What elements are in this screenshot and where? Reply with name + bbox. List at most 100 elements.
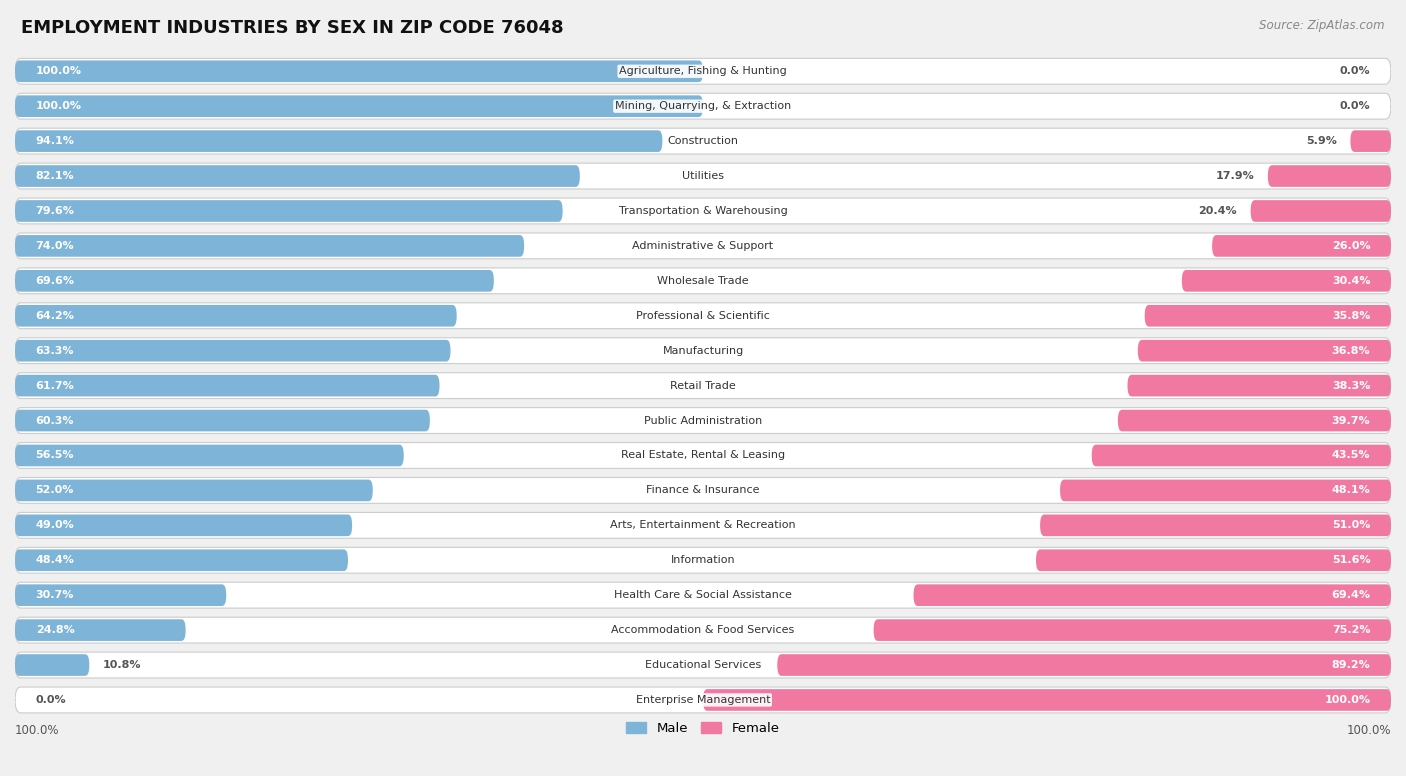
Text: 26.0%: 26.0% — [1331, 241, 1371, 251]
Text: 48.4%: 48.4% — [35, 556, 75, 565]
FancyBboxPatch shape — [15, 410, 430, 431]
FancyBboxPatch shape — [1060, 480, 1391, 501]
FancyBboxPatch shape — [1251, 200, 1391, 222]
FancyBboxPatch shape — [15, 654, 90, 676]
Text: 100.0%: 100.0% — [15, 725, 59, 737]
FancyBboxPatch shape — [15, 61, 703, 82]
FancyBboxPatch shape — [15, 617, 1391, 643]
FancyBboxPatch shape — [15, 619, 186, 641]
Text: 39.7%: 39.7% — [1331, 415, 1371, 425]
FancyBboxPatch shape — [914, 584, 1391, 606]
Text: 35.8%: 35.8% — [1331, 310, 1371, 320]
Text: Construction: Construction — [668, 136, 738, 146]
FancyBboxPatch shape — [15, 514, 352, 536]
Text: 38.3%: 38.3% — [1331, 380, 1371, 390]
FancyBboxPatch shape — [873, 619, 1391, 641]
FancyBboxPatch shape — [1182, 270, 1391, 292]
FancyBboxPatch shape — [15, 200, 562, 222]
Text: 100.0%: 100.0% — [1347, 725, 1391, 737]
Text: Professional & Scientific: Professional & Scientific — [636, 310, 770, 320]
Text: 10.8%: 10.8% — [103, 660, 142, 670]
Text: Arts, Entertainment & Recreation: Arts, Entertainment & Recreation — [610, 521, 796, 530]
Text: Source: ZipAtlas.com: Source: ZipAtlas.com — [1260, 19, 1385, 33]
FancyBboxPatch shape — [15, 445, 404, 466]
FancyBboxPatch shape — [15, 512, 1391, 539]
Text: 49.0%: 49.0% — [35, 521, 75, 530]
Text: 60.3%: 60.3% — [35, 415, 75, 425]
Text: 5.9%: 5.9% — [1306, 136, 1337, 146]
Text: Agriculture, Fishing & Hunting: Agriculture, Fishing & Hunting — [619, 66, 787, 76]
Text: 24.8%: 24.8% — [35, 625, 75, 635]
Text: Health Care & Social Assistance: Health Care & Social Assistance — [614, 591, 792, 600]
Text: Wholesale Trade: Wholesale Trade — [657, 275, 749, 286]
FancyBboxPatch shape — [15, 128, 1391, 154]
Text: 30.7%: 30.7% — [35, 591, 75, 600]
FancyBboxPatch shape — [1137, 340, 1391, 362]
Text: 51.6%: 51.6% — [1331, 556, 1371, 565]
Text: 100.0%: 100.0% — [35, 101, 82, 111]
FancyBboxPatch shape — [15, 375, 440, 397]
FancyBboxPatch shape — [778, 654, 1391, 676]
FancyBboxPatch shape — [15, 547, 1391, 573]
Text: 0.0%: 0.0% — [1340, 101, 1371, 111]
Text: 0.0%: 0.0% — [1340, 66, 1371, 76]
FancyBboxPatch shape — [15, 582, 1391, 608]
Legend: Male, Female: Male, Female — [621, 717, 785, 741]
Text: 64.2%: 64.2% — [35, 310, 75, 320]
Text: Enterprise Management: Enterprise Management — [636, 695, 770, 705]
FancyBboxPatch shape — [1118, 410, 1391, 431]
Text: Retail Trade: Retail Trade — [671, 380, 735, 390]
Text: Accommodation & Food Services: Accommodation & Food Services — [612, 625, 794, 635]
FancyBboxPatch shape — [15, 305, 457, 327]
Text: 51.0%: 51.0% — [1331, 521, 1371, 530]
Text: 69.6%: 69.6% — [35, 275, 75, 286]
FancyBboxPatch shape — [15, 687, 1391, 713]
FancyBboxPatch shape — [15, 477, 1391, 504]
Text: 82.1%: 82.1% — [35, 171, 75, 181]
FancyBboxPatch shape — [15, 163, 1391, 189]
FancyBboxPatch shape — [1212, 235, 1391, 257]
Text: 17.9%: 17.9% — [1215, 171, 1254, 181]
Text: 0.0%: 0.0% — [35, 695, 66, 705]
Text: Educational Services: Educational Services — [645, 660, 761, 670]
Text: 63.3%: 63.3% — [35, 345, 75, 355]
FancyBboxPatch shape — [15, 549, 349, 571]
Text: 48.1%: 48.1% — [1331, 486, 1371, 495]
FancyBboxPatch shape — [15, 165, 579, 187]
Text: 79.6%: 79.6% — [35, 206, 75, 216]
Text: 30.4%: 30.4% — [1331, 275, 1371, 286]
Text: 20.4%: 20.4% — [1198, 206, 1237, 216]
Text: Manufacturing: Manufacturing — [662, 345, 744, 355]
FancyBboxPatch shape — [15, 407, 1391, 434]
FancyBboxPatch shape — [703, 689, 1391, 711]
Text: Information: Information — [671, 556, 735, 565]
Text: Finance & Insurance: Finance & Insurance — [647, 486, 759, 495]
Text: Administrative & Support: Administrative & Support — [633, 241, 773, 251]
FancyBboxPatch shape — [15, 233, 1391, 259]
FancyBboxPatch shape — [15, 58, 1391, 84]
FancyBboxPatch shape — [15, 340, 450, 362]
Text: Transportation & Warehousing: Transportation & Warehousing — [619, 206, 787, 216]
Text: 75.2%: 75.2% — [1331, 625, 1371, 635]
Text: 100.0%: 100.0% — [35, 66, 82, 76]
Text: 52.0%: 52.0% — [35, 486, 75, 495]
FancyBboxPatch shape — [15, 198, 1391, 224]
Text: 56.5%: 56.5% — [35, 451, 75, 460]
FancyBboxPatch shape — [1144, 305, 1391, 327]
FancyBboxPatch shape — [1128, 375, 1391, 397]
FancyBboxPatch shape — [15, 372, 1391, 399]
FancyBboxPatch shape — [15, 93, 1391, 119]
Text: 69.4%: 69.4% — [1331, 591, 1371, 600]
FancyBboxPatch shape — [15, 442, 1391, 469]
Text: 36.8%: 36.8% — [1331, 345, 1371, 355]
Text: Public Administration: Public Administration — [644, 415, 762, 425]
FancyBboxPatch shape — [15, 130, 662, 152]
Text: 74.0%: 74.0% — [35, 241, 75, 251]
FancyBboxPatch shape — [15, 303, 1391, 329]
FancyBboxPatch shape — [15, 652, 1391, 678]
FancyBboxPatch shape — [1350, 130, 1391, 152]
FancyBboxPatch shape — [15, 270, 494, 292]
FancyBboxPatch shape — [1091, 445, 1391, 466]
FancyBboxPatch shape — [1040, 514, 1391, 536]
Text: EMPLOYMENT INDUSTRIES BY SEX IN ZIP CODE 76048: EMPLOYMENT INDUSTRIES BY SEX IN ZIP CODE… — [21, 19, 564, 37]
